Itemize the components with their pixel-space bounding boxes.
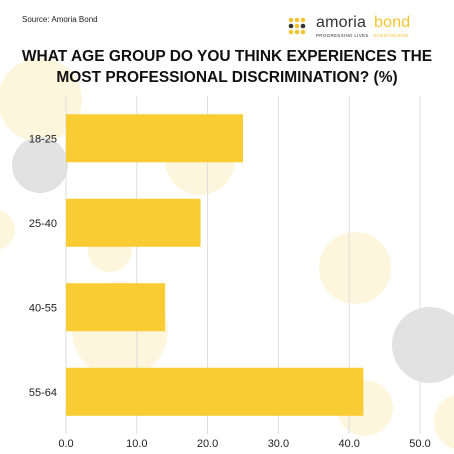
decor-circle [0, 58, 82, 142]
logo-word-bond: bond [374, 14, 411, 31]
decor-circle [319, 232, 391, 304]
y-category-label: 25-40 [29, 218, 57, 230]
bar-40-55 [66, 283, 166, 332]
logo-word-amoria: amoria [316, 14, 367, 31]
decor-circle [0, 210, 15, 250]
x-tick-label: 10.0 [126, 438, 147, 450]
brand-logo: amoria bond PROGRESSING LIVES EVERYWHERE [288, 14, 428, 40]
x-tick-label: 50.0 [409, 438, 430, 450]
y-category-label: 40-55 [29, 302, 57, 314]
logo-dots-icon [288, 17, 306, 35]
decor-circle [12, 137, 68, 193]
bar-55-64 [66, 367, 364, 416]
y-category-label: 55-64 [29, 387, 57, 399]
x-tick-label: 20.0 [197, 438, 218, 450]
x-tick-label: 40.0 [338, 438, 359, 450]
y-category-label: 18-25 [29, 133, 57, 145]
source-note: Source: Amoria Bond [22, 15, 98, 24]
x-tick-label: 30.0 [268, 438, 289, 450]
decor-circle [392, 307, 454, 383]
logo-tagline-2: EVERYWHERE [374, 33, 409, 38]
bar-18-25 [66, 114, 243, 163]
decor-circle [434, 395, 454, 449]
bar-25-40 [66, 198, 201, 247]
logo-tagline-1: PROGRESSING LIVES [316, 33, 369, 38]
x-tick-label: 0.0 [58, 438, 73, 450]
chart-title: WHAT AGE GROUP DO YOU THINK EXPERIENCES … [21, 48, 433, 86]
